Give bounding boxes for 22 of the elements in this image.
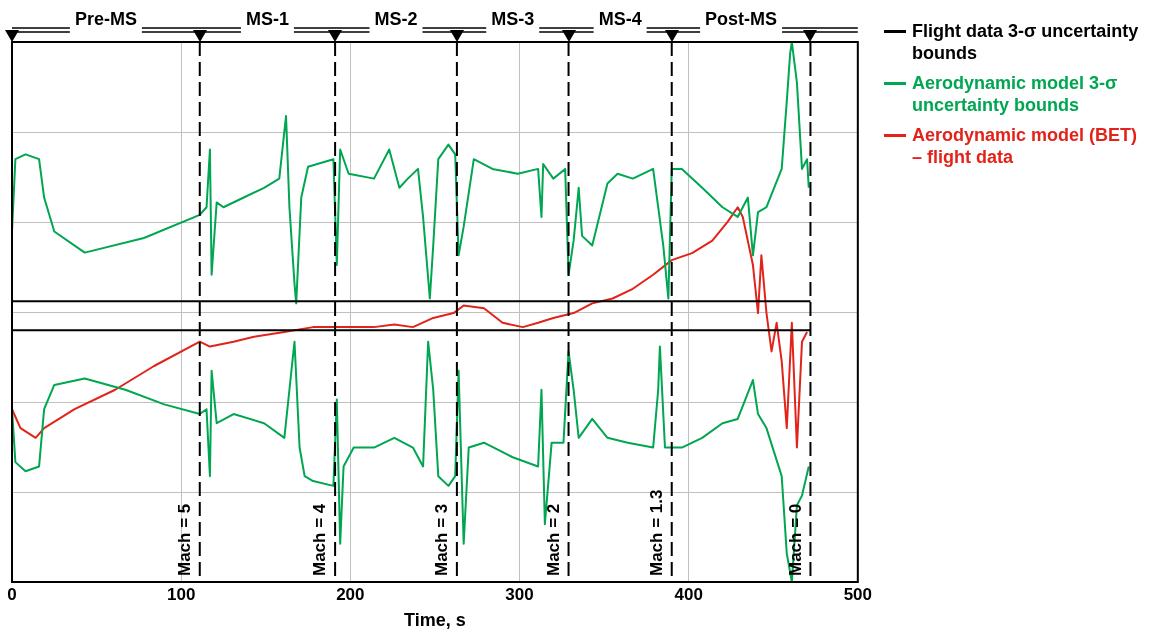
annotation: Mach = 1.3 xyxy=(646,489,666,576)
annotation: Mach = 2 xyxy=(543,503,563,576)
x-tick-label: 400 xyxy=(674,584,703,604)
x-tick-label: 300 xyxy=(505,584,534,604)
legend-label: Aerodynamic model 3-σ uncertainty bounds xyxy=(912,72,1119,116)
text: Pre-MS xyxy=(74,8,137,29)
x-tick-label: 100 xyxy=(166,584,196,604)
text: MS-4 xyxy=(598,8,642,29)
text: MS-2 xyxy=(374,8,418,29)
x-tick-label: 0 xyxy=(7,584,17,604)
x-tick-label: 500 xyxy=(843,584,873,604)
annotation: Mach = 5 xyxy=(174,503,194,576)
text: MS-3 xyxy=(491,8,535,29)
text: MS-1 xyxy=(245,8,289,29)
annotation: Mach = 3 xyxy=(432,503,452,576)
text: Post-MS xyxy=(705,8,778,29)
annotation: Mach = 0 xyxy=(785,503,805,576)
annotation: Mach = 4 xyxy=(310,503,330,576)
legend-label: Flight data 3-σ uncertainty bounds xyxy=(912,20,1140,64)
x-axis-title: Time, s xyxy=(404,610,466,631)
legend-label: Aerodynamic model (BET) – flight data xyxy=(912,124,1139,168)
x-tick-label: 200 xyxy=(336,584,365,604)
